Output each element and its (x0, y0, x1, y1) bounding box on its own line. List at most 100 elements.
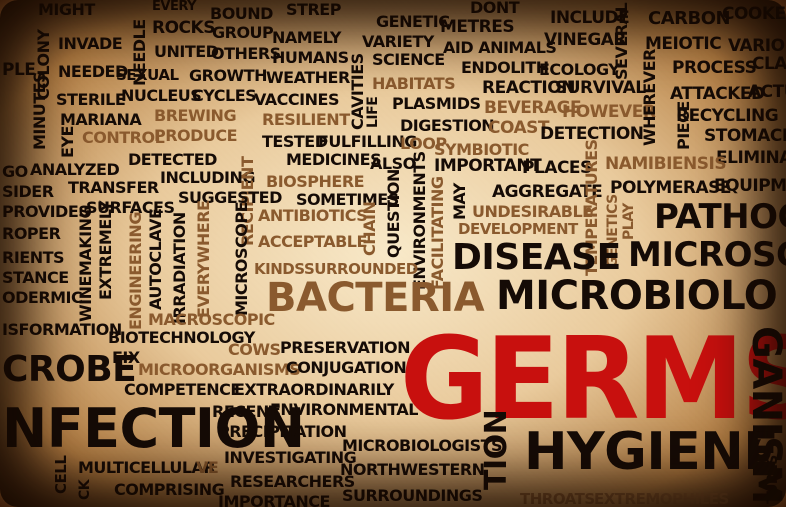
word: IRRADIATION (170, 212, 189, 324)
word: ANTIBIOTICS (258, 206, 368, 225)
word: HOWEVER (562, 102, 656, 122)
word: MEIOTIC (645, 34, 722, 54)
word: SURROUNDINGS (342, 486, 483, 505)
word: STOMACHS (704, 126, 786, 146)
word: STANCE (2, 268, 69, 287)
word: VE (196, 458, 219, 477)
word: DEVELOPMENT (458, 220, 578, 238)
word: TESTED (262, 132, 328, 151)
word: ISFORMATION (2, 320, 122, 339)
word: LOOP (400, 134, 447, 153)
word: BEVERAGE (484, 98, 582, 118)
word: ACTU (748, 82, 786, 102)
word: MICROBIOLOGISTS (342, 436, 503, 455)
word: ELIMINAT (716, 148, 786, 168)
word: STREP (286, 0, 341, 19)
word: SYMBIOTIC (434, 140, 529, 159)
word: AUTOCLAVE (146, 208, 165, 310)
word: ANALYZED (30, 160, 120, 179)
word: AID ANIMALS (443, 38, 557, 57)
word: STERILE (56, 90, 126, 109)
word: INCLUDING (160, 168, 255, 187)
word: METRES (440, 17, 515, 37)
word: TURES (765, 455, 781, 504)
word: GO (2, 162, 28, 181)
word: CAVITIES (348, 53, 367, 130)
word: SEVERAL (612, 2, 631, 80)
word: PATHOGE (654, 197, 786, 237)
word: CLAS (752, 54, 786, 74)
word: PLACES (522, 158, 592, 178)
word: MINUTES (30, 71, 49, 150)
word: INVESTIGATING (224, 448, 357, 467)
word: CK (77, 479, 93, 500)
word: EXTREMOPHILES (594, 490, 729, 507)
word: ROPER (2, 224, 61, 243)
word: GERMS (400, 313, 786, 446)
word: CYCLES (192, 86, 257, 105)
word: GROWTH (189, 66, 268, 85)
word: SURVIVAL (555, 78, 646, 98)
word: MAY (450, 183, 469, 220)
word: MARIANA (60, 110, 142, 129)
word: SURROUNDED (304, 260, 418, 278)
word: DIGESTION (400, 116, 495, 135)
word: VINEGAR (544, 30, 627, 50)
word: IMPORTANCE (218, 492, 330, 507)
word: QUESTION (384, 169, 403, 258)
word: EVERYWHERE (194, 200, 213, 319)
word: PROCESS (672, 58, 757, 78)
word: NAMIBIENSIS (605, 154, 727, 174)
word: EXTREMELY (96, 200, 115, 300)
word: EVERY (152, 0, 197, 14)
word: MICROBIOLO (496, 273, 778, 319)
word: WEATHER (266, 68, 350, 87)
word: CONTROL (82, 128, 165, 147)
word: SIDER (2, 182, 54, 201)
word: SEXUAL (116, 66, 179, 84)
word: ATTACKED (670, 84, 765, 104)
word: NEEDED (58, 62, 128, 81)
word: MICROSCOPE (232, 201, 251, 316)
word: PIECE (674, 101, 693, 150)
word: MEDICINES (286, 150, 382, 169)
word: FULFILLING (318, 132, 417, 151)
word: THROATS (520, 490, 595, 507)
word: DETECTED (128, 150, 217, 169)
word: BREWING (154, 106, 237, 125)
word: ODERMIC (2, 288, 83, 307)
word: COMPRISING (114, 480, 225, 499)
word: RECENT (212, 402, 280, 421)
word: VARIETY (362, 32, 434, 51)
word: HYGIENE (524, 422, 779, 482)
word: KINDS (254, 260, 305, 278)
word: NORTHWESTERN (340, 460, 485, 479)
word: INVADE (58, 34, 123, 53)
word: OTHERS (211, 44, 281, 63)
word: DETECTION (540, 124, 644, 144)
word: WHEREVER (640, 49, 659, 146)
word: BACTERIA (266, 275, 485, 321)
word: MICROSCO (628, 235, 786, 275)
word: NAMELY (272, 28, 341, 47)
word: EYE (58, 126, 77, 158)
word: ALSO (370, 154, 416, 173)
word: UNITED (154, 42, 219, 61)
word: FIX (112, 348, 140, 367)
word: PLASMIDS (392, 94, 481, 113)
word: TION (479, 409, 514, 490)
word: TRANSFER (68, 178, 159, 197)
word: PRESERVATION (280, 338, 411, 357)
word: FACILITATING (428, 176, 447, 290)
word: DISEASE (452, 237, 621, 278)
word: ENVIRONMENTAL (270, 400, 418, 419)
word: ACCEPTABLE (258, 232, 367, 251)
word: ROCKS (152, 18, 215, 38)
word: GENETIC (376, 12, 450, 31)
word: AGGREGATE (492, 182, 603, 202)
word: RESILIENT (262, 110, 350, 129)
word: MIGHT (38, 0, 95, 19)
word: UNDESIRABLE (472, 202, 593, 221)
word: COMPETENCE (124, 380, 241, 399)
